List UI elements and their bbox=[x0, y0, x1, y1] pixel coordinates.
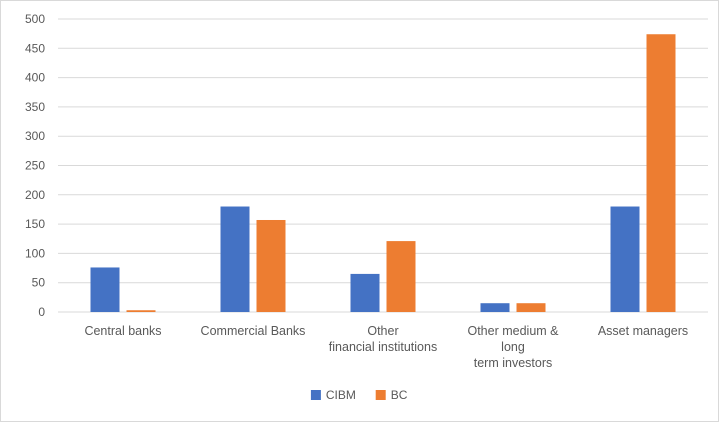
y-tick-label: 50 bbox=[32, 276, 46, 290]
y-tick-label: 100 bbox=[25, 246, 45, 260]
legend-swatch-cibm bbox=[310, 390, 321, 400]
legend-label-bc: BC bbox=[391, 388, 408, 402]
bar-bc-0 bbox=[126, 310, 156, 312]
bar-cibm-2 bbox=[350, 273, 380, 312]
y-tick-label: 200 bbox=[25, 188, 45, 202]
gridlines bbox=[58, 18, 708, 313]
legend: CIBM BC bbox=[310, 388, 408, 402]
y-tick-label: 150 bbox=[25, 217, 45, 231]
y-tick-label: 450 bbox=[25, 41, 45, 55]
bar-bc-2 bbox=[386, 241, 416, 312]
y-tick-label: 350 bbox=[25, 100, 45, 114]
legend-swatch-bc bbox=[375, 390, 386, 400]
y-tick-label: 400 bbox=[25, 71, 45, 85]
x-category-label: Central banks bbox=[84, 324, 161, 338]
y-tick-label: 250 bbox=[25, 159, 45, 173]
bar-cibm-0 bbox=[90, 267, 120, 312]
bar-cibm-1 bbox=[220, 206, 250, 312]
bar-bc-4 bbox=[646, 34, 676, 313]
bars bbox=[90, 34, 676, 313]
bar-bc-3 bbox=[516, 303, 546, 312]
y-tick-label: 300 bbox=[25, 129, 45, 143]
x-axis-category-labels: Central banks Commercial Banks Other financ… bbox=[84, 324, 688, 370]
legend-label-cibm: CIBM bbox=[326, 388, 356, 402]
bar-cibm-4 bbox=[610, 206, 640, 312]
bar-bc-1 bbox=[256, 219, 286, 312]
y-tick-label: 500 bbox=[25, 12, 45, 26]
x-category-label: Asset managers bbox=[598, 324, 688, 338]
y-axis-tick-labels: 0 50 100 150 200 250 300 350 400 450 500 bbox=[25, 12, 45, 319]
y-tick-label: 0 bbox=[38, 305, 45, 319]
x-category-label: Commercial Banks bbox=[201, 324, 306, 338]
x-category-label: Other medium & long term investors bbox=[467, 324, 559, 370]
x-category-label: Other financial institutions bbox=[329, 324, 437, 354]
bar-cibm-3 bbox=[480, 303, 510, 312]
